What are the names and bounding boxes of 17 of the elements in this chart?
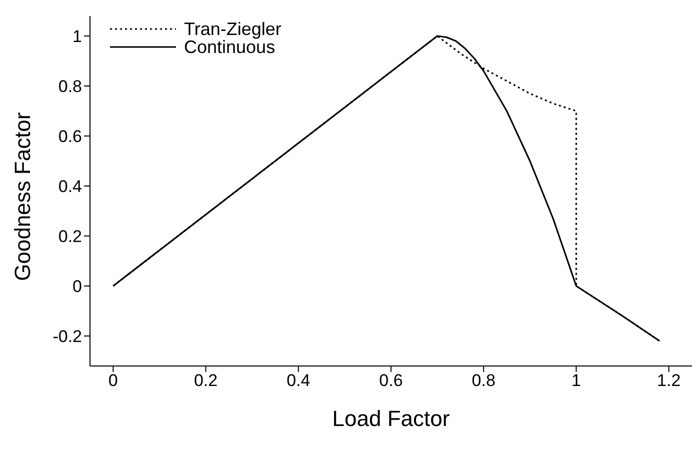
x-tick-label: 0.8: [472, 371, 496, 390]
legend-label: Tran-Ziegler: [184, 19, 282, 39]
y-tick-label: 0.2: [58, 227, 82, 246]
x-tick-label: 0.2: [194, 371, 218, 390]
y-tick-label: 1: [72, 27, 82, 46]
x-tick-label: 0.6: [379, 371, 403, 390]
x-tick-label: 0.4: [286, 371, 310, 390]
x-tick-label: 0: [108, 371, 118, 390]
y-tick-label: 0.4: [58, 177, 82, 196]
y-tick-label: -0.2: [52, 327, 82, 346]
y-axis-title: Goodness Factor: [10, 112, 35, 281]
x-tick-label: 1: [571, 371, 581, 390]
x-axis-title: Load Factor: [332, 406, 450, 431]
y-tick-label: 0: [72, 277, 82, 296]
y-tick-label: 0.8: [58, 77, 82, 96]
x-tick-label: 1.2: [657, 371, 681, 390]
y-tick-label: 0.6: [58, 127, 82, 146]
